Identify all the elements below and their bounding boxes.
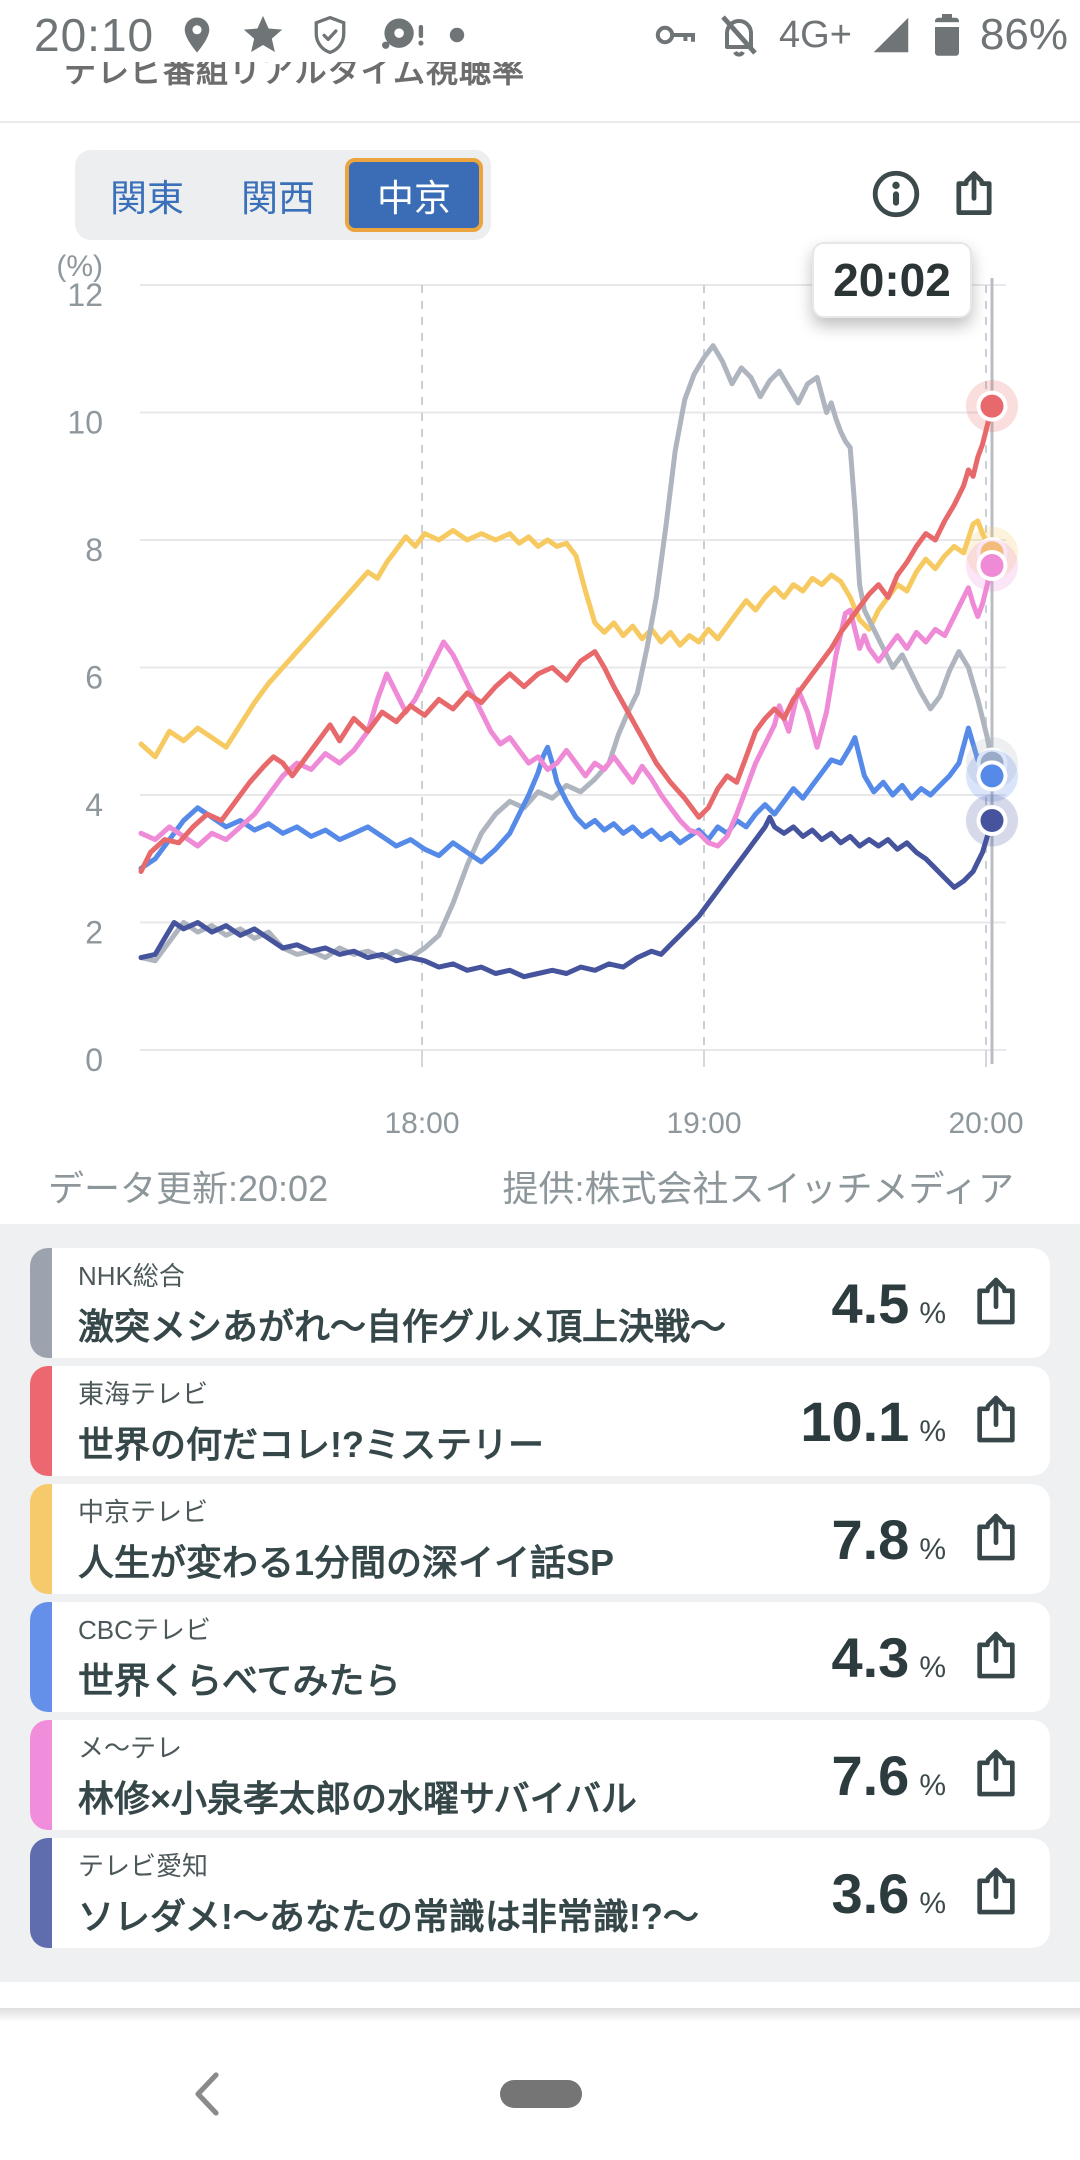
status-bar: 20:10 4G+ 86% <box>0 0 1080 70</box>
back-chevron-icon <box>195 2072 219 2116</box>
percent-unit: % <box>919 1768 946 1802</box>
channel-color-bar <box>30 1720 52 1830</box>
location-pin-icon <box>184 17 210 53</box>
percent-unit: % <box>919 1650 946 1684</box>
svg-text:4: 4 <box>85 787 103 823</box>
svg-text:19:00: 19:00 <box>666 1107 741 1140</box>
network-type: 4G+ <box>779 13 852 56</box>
channel-color-bar <box>30 1602 52 1712</box>
clock: 20:10 <box>34 9 155 61</box>
share-icon <box>977 1277 1015 1324</box>
data-provider-label: 提供:株式会社スイッチメディア <box>502 1168 1014 1209</box>
share-icon <box>977 1631 1015 1678</box>
channel-color-bar <box>30 1366 52 1476</box>
program-title: 世界の何だコレ!?ミステリー <box>78 1424 544 1465</box>
program-title: ソレダメ!〜あなたの常識は非常識!?〜 <box>78 1896 699 1937</box>
program-title: 世界くらべてみたら <box>78 1660 401 1701</box>
row-share-button[interactable] <box>968 1864 1024 1923</box>
channel-color-bar <box>30 1838 52 1948</box>
channel-name: テレビ愛知 <box>78 1851 209 1881</box>
region-tab-bar: 関東 関西 中京 <box>75 150 491 240</box>
rating-value: 7.8 <box>831 1507 910 1571</box>
home-pill-button[interactable] <box>500 2080 582 2108</box>
channel-card[interactable]: 中京テレビ 人生が変わる1分間の深イイ話SP 7.8 % <box>30 1484 1050 1594</box>
channel-color-bar <box>30 1484 52 1594</box>
percent-unit: % <box>919 1414 946 1448</box>
svg-text:0: 0 <box>85 1042 103 1078</box>
channel-name: メ〜テレ <box>78 1733 183 1763</box>
current-time-tooltip: 20:02 <box>812 242 972 318</box>
ratings-line-chart[interactable]: 12 10 8 6 4 2 0 (%) 18:00 19:00 20:00 <box>0 240 1080 1145</box>
row-share-button[interactable] <box>968 1746 1024 1805</box>
share-icon <box>977 1749 1015 1796</box>
program-title: 林修×小泉孝太郎の水曜サバイバル <box>78 1778 637 1819</box>
page-title: テレビ番組リアルタイム視聴率 <box>64 62 526 88</box>
info-button[interactable] <box>870 168 922 223</box>
percent-unit: % <box>919 1296 946 1330</box>
back-button[interactable] <box>190 2070 224 2121</box>
channel-card[interactable]: CBCテレビ 世界くらべてみたら 4.3 % <box>30 1602 1050 1712</box>
share-icon <box>977 1513 1015 1560</box>
program-title: 激突メシあがれ〜自作グルメ頂上決戦〜 <box>78 1306 727 1347</box>
notification-dot-icon <box>449 27 465 43</box>
alert-circle-icon <box>382 18 424 49</box>
svg-text:18:00: 18:00 <box>384 1107 459 1140</box>
tab-chukyo[interactable]: 中京 <box>345 158 483 232</box>
channel-color-bar <box>30 1248 52 1358</box>
key-icon <box>655 25 696 45</box>
share-icon <box>977 1867 1015 1914</box>
shield-check-icon <box>314 15 346 55</box>
row-share-button[interactable] <box>968 1274 1024 1333</box>
share-icon <box>956 171 992 216</box>
svg-text:12: 12 <box>67 277 103 313</box>
rating-value: 7.6 <box>831 1743 910 1807</box>
program-title: 人生が変わる1分間の深イイ話SP <box>78 1542 615 1583</box>
signal-icon <box>873 17 909 53</box>
svg-text:2: 2 <box>85 915 103 951</box>
navigation-bar <box>0 2022 1080 2160</box>
svg-text:10: 10 <box>67 405 103 441</box>
channel-card[interactable]: メ〜テレ 林修×小泉孝太郎の水曜サバイバル 7.6 % <box>30 1720 1050 1830</box>
info-icon <box>872 170 920 218</box>
channel-card[interactable]: 東海テレビ 世界の何だコレ!?ミステリー 10.1 % <box>30 1366 1050 1476</box>
share-button[interactable] <box>948 168 1000 223</box>
channel-card[interactable]: NHK総合 激突メシあがれ〜自作グルメ頂上決戦〜 4.5 % <box>30 1248 1050 1358</box>
rating-value: 4.3 <box>831 1625 910 1689</box>
row-share-button[interactable] <box>968 1628 1024 1687</box>
percent-unit: % <box>919 1532 946 1566</box>
svg-text:8: 8 <box>85 532 103 568</box>
channel-list: NHK総合 激突メシあがれ〜自作グルメ頂上決戦〜 4.5 % 東海テレビ 世界の… <box>0 1224 1080 1982</box>
bell-off-icon <box>721 15 757 57</box>
channel-name: 中京テレビ <box>78 1497 209 1527</box>
svg-text:(%): (%) <box>56 250 103 283</box>
channel-name: NHK総合 <box>78 1261 185 1291</box>
rating-value: 4.5 <box>831 1271 910 1335</box>
star-icon <box>243 15 283 53</box>
channel-name: CBCテレビ <box>78 1615 211 1645</box>
channel-name: 東海テレビ <box>78 1379 209 1409</box>
chart-footer: データ更新:20:02 提供:株式会社スイッチメディア <box>48 1160 1014 1212</box>
svg-text:6: 6 <box>85 660 103 696</box>
battery-icon <box>934 14 959 56</box>
share-icon <box>977 1395 1015 1442</box>
row-share-button[interactable] <box>968 1510 1024 1569</box>
rating-value: 3.6 <box>831 1861 910 1925</box>
svg-text:20:00: 20:00 <box>948 1107 1023 1140</box>
channel-card[interactable]: テレビ愛知 ソレダメ!〜あなたの常識は非常識!?〜 3.6 % <box>30 1838 1050 1948</box>
tab-kansai[interactable]: 関西 <box>214 158 342 232</box>
chart-actions <box>870 168 1000 223</box>
percent-unit: % <box>919 1886 946 1920</box>
header-divider <box>0 121 1080 123</box>
tab-kanto[interactable]: 関東 <box>83 158 211 232</box>
battery-percent: 86% <box>979 10 1068 59</box>
rating-value: 10.1 <box>800 1389 910 1453</box>
row-share-button[interactable] <box>968 1392 1024 1451</box>
nav-shadow <box>0 2008 1080 2022</box>
data-updated-label: データ更新:20:02 <box>48 1168 329 1209</box>
